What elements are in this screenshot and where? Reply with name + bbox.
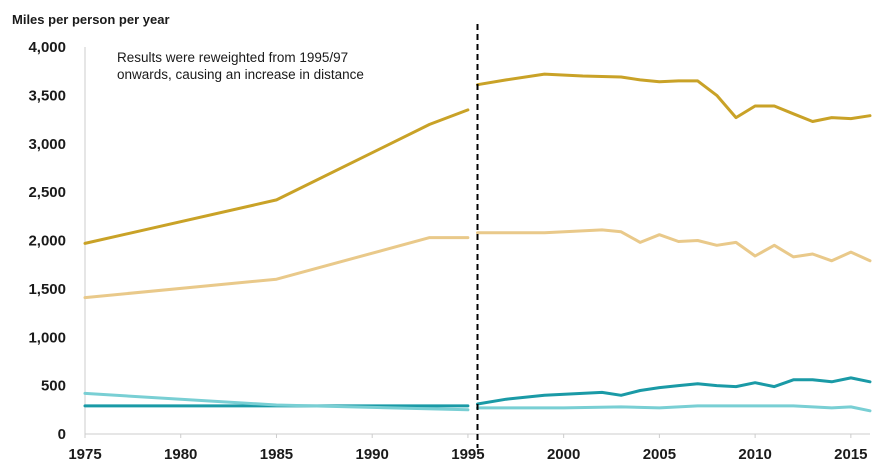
annotation-line-1: Results were reweighted from 1995/97 [117,50,348,65]
series-2-line-segment-1 [83,236,470,300]
y-tick-label: 2,500 [28,184,66,201]
x-tick-label: 1990 [356,446,389,463]
series-layer [83,72,872,413]
series-3-line-segment-2 [476,376,872,406]
y-tick-label: 3,500 [28,87,66,104]
x-tick-label: 1980 [164,446,197,463]
y-tick-label: 500 [41,378,66,395]
x-tick-label: 2015 [834,446,867,463]
x-tick-label: 2005 [643,446,676,463]
series-1-line-segment-1 [83,108,470,245]
x-tick-label: 2000 [547,446,580,463]
x-tick-label: 2010 [738,446,771,463]
series-2-line-segment-2 [476,228,872,263]
x-tick-label: 1985 [260,446,293,463]
y-axis-title: Miles per person per year [12,12,170,27]
x-axis-ticks: 1975 1980 1985 1990 1995 2000 2005 2010 2015 [68,434,868,463]
y-tick-label: 0 [58,426,66,443]
series-4-line-segment-1 [83,391,470,412]
y-tick-label: 1,000 [28,329,66,346]
y-tick-label: 1,500 [28,281,66,298]
x-tick-label: 1975 [68,446,101,463]
y-tick-label: 3,000 [28,136,66,153]
y-tick-label: 4,000 [28,39,66,56]
y-axis-ticks: 0 500 1,000 1,500 2,000 2,500 3,000 3,500 4,000 [28,39,66,443]
series-1-line-segment-2 [476,72,872,123]
annotation-line-2: onwards, causing an increase in distance [117,67,364,82]
y-tick-label: 2,000 [28,233,66,250]
series-4-line-segment-2 [476,404,872,413]
x-tick-label: 1995 [451,446,484,463]
